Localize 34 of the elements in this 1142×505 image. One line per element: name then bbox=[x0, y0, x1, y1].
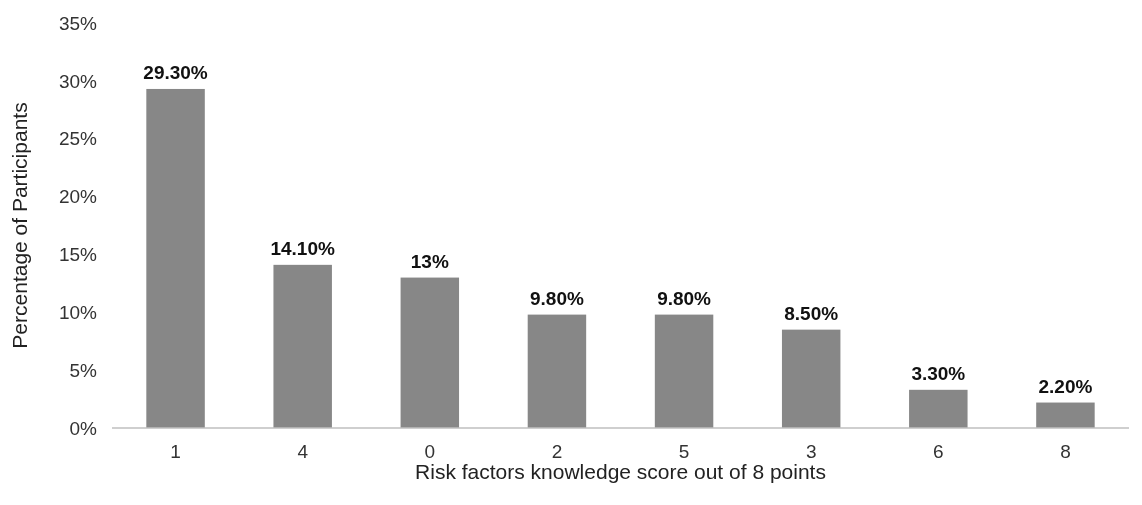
data-label: 9.80% bbox=[657, 287, 712, 309]
y-tick-label: 0% bbox=[69, 417, 98, 439]
data-label: 2.20% bbox=[1038, 375, 1093, 397]
x-tick-label: 2 bbox=[551, 441, 563, 462]
y-axis-title: Percentage of Participants bbox=[8, 102, 31, 349]
x-tick-label: 4 bbox=[297, 441, 309, 462]
data-label: 14.10% bbox=[270, 237, 336, 259]
x-tick-label: 1 bbox=[170, 441, 181, 462]
bar bbox=[781, 329, 841, 428]
bar bbox=[654, 314, 714, 428]
x-tick-label: 6 bbox=[933, 441, 944, 462]
y-tick-label: 20% bbox=[58, 186, 98, 208]
data-label: 3.30% bbox=[911, 362, 966, 384]
y-tick-label: 15% bbox=[58, 244, 98, 266]
bar bbox=[400, 277, 460, 428]
bar bbox=[1036, 402, 1095, 428]
x-tick-label: 3 bbox=[805, 441, 817, 462]
y-tick-label: 5% bbox=[69, 359, 98, 381]
bar bbox=[273, 264, 332, 428]
y-tick-label: 35% bbox=[58, 12, 98, 34]
x-tick-label: 0 bbox=[424, 441, 436, 462]
y-tick-label: 25% bbox=[58, 128, 98, 150]
bar bbox=[909, 389, 968, 428]
x-tick-label: 8 bbox=[1060, 441, 1071, 462]
data-label: 8.50% bbox=[784, 302, 839, 324]
data-label: 13% bbox=[410, 250, 449, 272]
bar bbox=[527, 314, 587, 428]
data-label: 29.30% bbox=[143, 61, 208, 83]
x-axis-title: Risk factors knowledge score out of 8 points bbox=[415, 460, 826, 483]
y-tick-label: 10% bbox=[58, 301, 98, 323]
y-tick-label: 30% bbox=[58, 70, 98, 92]
data-label: 9.80% bbox=[530, 287, 584, 309]
bar bbox=[146, 88, 205, 428]
x-tick-label: 5 bbox=[678, 441, 690, 462]
